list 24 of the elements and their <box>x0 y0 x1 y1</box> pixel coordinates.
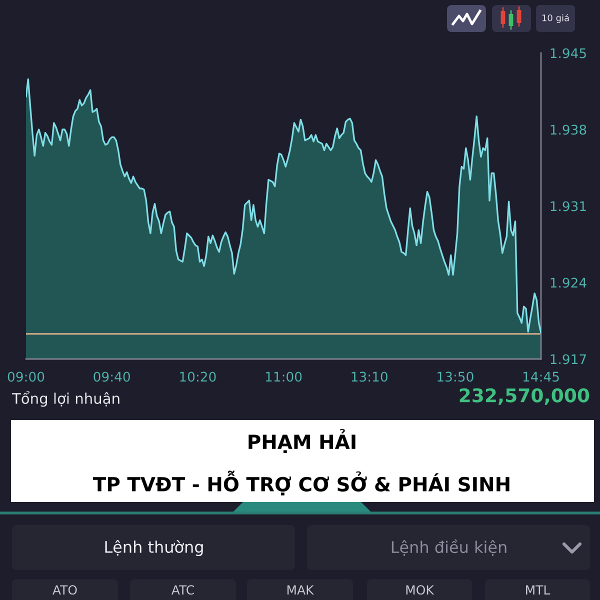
x-tick-label: 10:20 <box>180 372 216 382</box>
text: MTL <box>526 585 550 594</box>
x-tick-label: 13:50 <box>438 372 474 382</box>
y-tick-label: 1.945 <box>550 48 586 58</box>
y-tick-label: 1.938 <box>550 124 586 135</box>
x-tick-label: 13:10 <box>352 372 388 382</box>
text: ATO <box>52 585 77 595</box>
y-tick-label: 1.924 <box>550 278 586 288</box>
text: TP TVĐT - HỖ TRỢ CƠ SỞ & PHÁI SINH <box>92 470 510 496</box>
y-tick-label: 1.931 <box>550 201 586 212</box>
text: 232,570,000 <box>460 388 590 405</box>
text: PHẠM HẢI <box>248 428 356 454</box>
text: MAK <box>287 585 314 594</box>
x-tick-label: 11:00 <box>266 372 302 382</box>
text: Lệnh điều kiện <box>392 539 506 556</box>
x-tick-label: 09:40 <box>94 372 130 382</box>
y-tick-label: 1.917 <box>550 354 586 364</box>
x-tick-label: 14:45 <box>523 372 559 382</box>
text: Lệnh thường <box>105 540 203 556</box>
text: Tổng lợi nhuận <box>12 391 120 407</box>
text: 10 giá <box>542 14 569 24</box>
x-tick-label: 09:00 <box>8 372 44 382</box>
text: ATC <box>171 585 194 595</box>
text: MOK <box>406 585 434 595</box>
